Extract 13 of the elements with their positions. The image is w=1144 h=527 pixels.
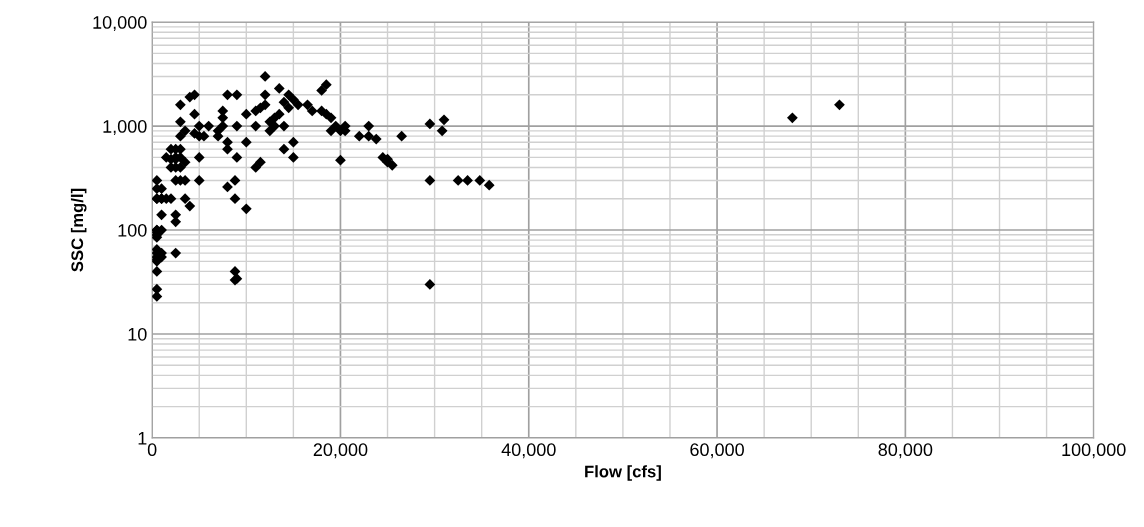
y-tick-label: 100 bbox=[118, 223, 147, 237]
x-tick-label: 100,000 bbox=[1062, 443, 1126, 459]
x-tick-label: 20,000 bbox=[313, 443, 368, 459]
x-axis-title: Flow [cfs] bbox=[585, 465, 661, 481]
y-axis-title: SSC [mg/l] bbox=[70, 188, 87, 272]
y-tick-label: 1,000 bbox=[103, 120, 147, 135]
x-tick-label: 60,000 bbox=[690, 443, 744, 459]
y-tick-label: 1 bbox=[138, 432, 147, 445]
y-tick-label: 10 bbox=[128, 327, 147, 341]
y-tick-label: 10,000 bbox=[93, 16, 147, 31]
x-tick-label: 0 bbox=[147, 443, 157, 457]
x-tick-label: 80,000 bbox=[878, 443, 933, 459]
x-tick-label: 40,000 bbox=[501, 443, 556, 459]
